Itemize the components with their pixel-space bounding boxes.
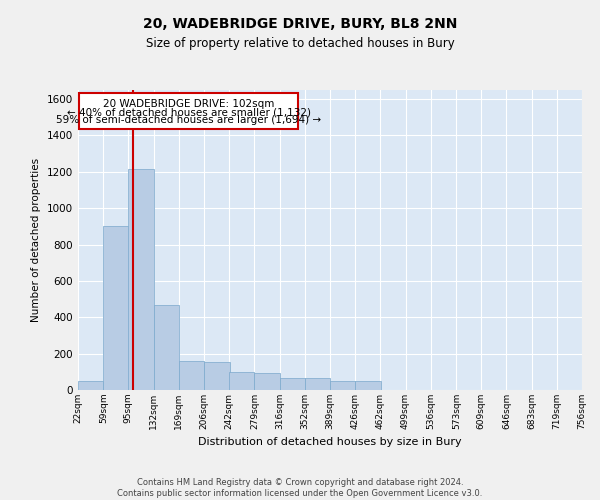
Text: 59% of semi-detached houses are larger (1,694) →: 59% of semi-detached houses are larger (… — [56, 115, 321, 125]
Text: Size of property relative to detached houses in Bury: Size of property relative to detached ho… — [146, 38, 454, 51]
Bar — [154, 304, 179, 390]
Bar — [355, 381, 381, 390]
FancyBboxPatch shape — [79, 93, 298, 128]
Bar — [78, 381, 103, 390]
Bar — [305, 378, 330, 390]
Bar — [280, 378, 305, 390]
Text: 20 WADEBRIDGE DRIVE: 102sqm: 20 WADEBRIDGE DRIVE: 102sqm — [103, 98, 274, 108]
Bar — [179, 362, 205, 390]
Text: ← 40% of detached houses are smaller (1,132): ← 40% of detached houses are smaller (1,… — [67, 108, 311, 118]
Bar — [330, 381, 355, 390]
Bar — [205, 362, 230, 390]
Text: Contains HM Land Registry data © Crown copyright and database right 2024.
Contai: Contains HM Land Registry data © Crown c… — [118, 478, 482, 498]
Y-axis label: Number of detached properties: Number of detached properties — [31, 158, 41, 322]
Bar — [128, 169, 154, 390]
Bar — [254, 372, 280, 390]
Bar — [229, 372, 254, 390]
X-axis label: Distribution of detached houses by size in Bury: Distribution of detached houses by size … — [198, 438, 462, 448]
Text: 20, WADEBRIDGE DRIVE, BURY, BL8 2NN: 20, WADEBRIDGE DRIVE, BURY, BL8 2NN — [143, 18, 457, 32]
Bar — [103, 226, 129, 390]
